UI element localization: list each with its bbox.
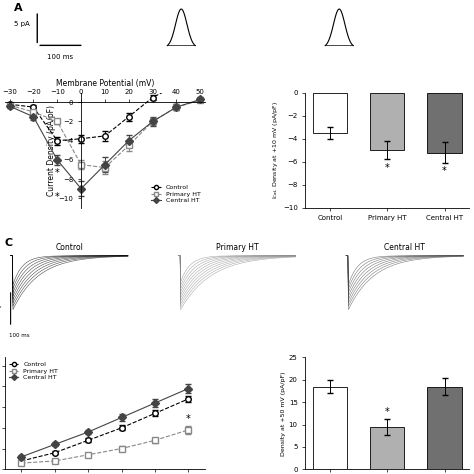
Text: *: * [385,407,390,418]
Y-axis label: Current Density (pA/pF): Current Density (pA/pF) [47,105,56,196]
Title: Central HT: Central HT [384,243,425,252]
Title: Control: Control [55,243,83,252]
Legend: Control, Primary HT, Central HT: Control, Primary HT, Central HT [150,183,202,205]
Y-axis label: Density at +50 mV (pA/pF): Density at +50 mV (pA/pF) [281,371,286,456]
Bar [313,386,347,469]
Text: *: * [55,168,60,179]
Text: 100 ms: 100 ms [9,333,29,338]
Bar [428,386,462,469]
Text: 5 pA: 5 pA [14,21,30,27]
Y-axis label: I$_{CaL}$ Density at +10 mV (pA/pF): I$_{CaL}$ Density at +10 mV (pA/pF) [271,101,280,199]
Text: *: * [442,166,447,176]
Bar [428,93,462,153]
Text: 100 ms: 100 ms [46,54,73,60]
X-axis label: Membrane Potential (mV): Membrane Potential (mV) [56,79,154,88]
Text: 20 pA/pF: 20 pA/pF [0,306,1,311]
Text: *: * [55,191,60,201]
Text: *: * [385,163,390,173]
Legend: Control, Primary HT, Central HT: Control, Primary HT, Central HT [8,361,60,382]
Bar [313,93,347,133]
Title: Primary HT: Primary HT [216,243,258,252]
Bar [370,427,404,469]
Text: C: C [5,238,13,248]
Text: *: * [186,414,191,424]
Bar [370,93,404,150]
Text: A: A [14,2,23,13]
